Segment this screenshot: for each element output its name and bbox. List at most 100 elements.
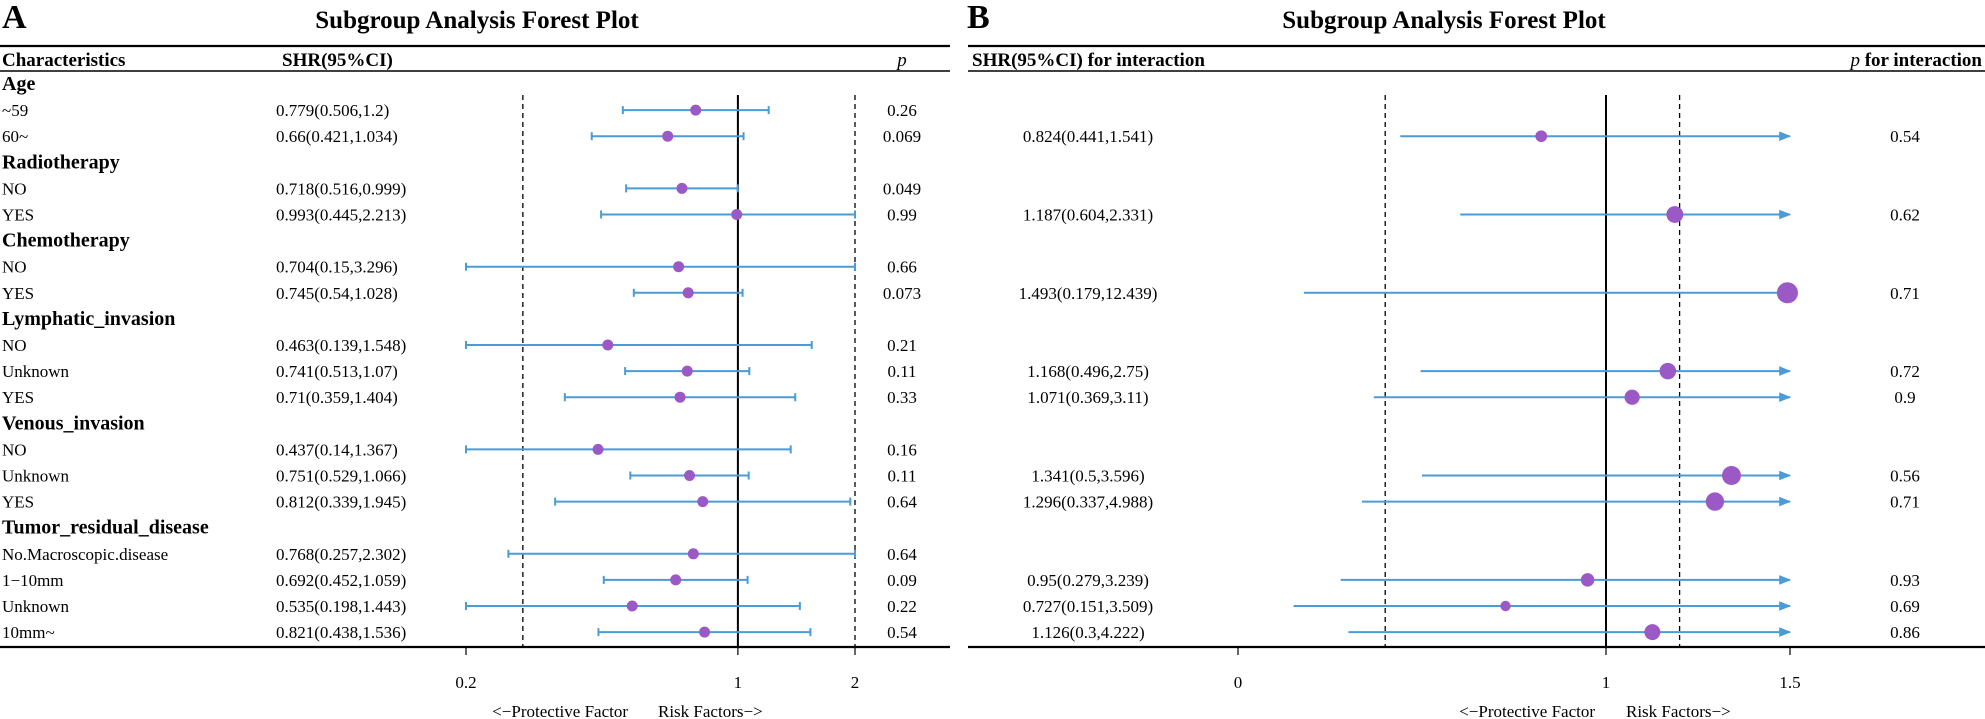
panel-b-col-estimate: SHR(95%CI) for interaction [972, 50, 1205, 71]
a-point-estimate [673, 261, 685, 273]
a-row-label: YES [2, 493, 34, 512]
a-group-header: Lymphatic_invasion [2, 308, 175, 330]
panel-a-col-estimate: SHR(95%CI) [282, 50, 393, 71]
b-point-estimate [1500, 600, 1511, 612]
a-estimate-text: 0.66(0.421,1.034) [276, 127, 398, 146]
a-p-value: 0.33 [887, 388, 917, 407]
a-estimate-text: 0.718(0.516,0.999) [276, 179, 406, 198]
b-point-estimate [1644, 624, 1661, 641]
a-estimate-text: 0.745(0.54,1.028) [276, 284, 398, 303]
a-row-label: 10mm~ [2, 623, 55, 642]
panel-a-title: Subgroup Analysis Forest Plot [315, 7, 639, 34]
a-point-estimate [697, 496, 709, 508]
a-p-value: 0.073 [883, 284, 921, 303]
b-p-value: 0.72 [1890, 362, 1920, 381]
a-point-estimate [592, 443, 604, 455]
panel-b-letter: B [967, 0, 990, 36]
a-p-value: 0.66 [887, 258, 917, 277]
a-x-tick-label: 0.2 [455, 673, 476, 692]
b-estimate-text: 0.824(0.441,1.541) [1023, 127, 1153, 146]
panel-a-col-characteristics: Characteristics [2, 50, 125, 71]
a-estimate-text: 0.535(0.198,1.443) [276, 597, 406, 616]
a-estimate-text: 0.463(0.139,1.548) [276, 336, 406, 355]
a-row-label: NO [2, 336, 27, 355]
b-point-estimate [1776, 282, 1798, 304]
a-row-label: Unknown [2, 597, 70, 616]
a-estimate-text: 0.71(0.359,1.404) [276, 388, 398, 407]
a-x-tick-label: 2 [851, 673, 860, 692]
b-point-estimate [1722, 466, 1741, 485]
a-p-value: 0.99 [887, 206, 917, 225]
a-group-header: Radiotherapy [2, 151, 120, 173]
a-p-value: 0.11 [887, 362, 916, 381]
a-p-value: 0.16 [887, 440, 917, 459]
b-estimate-text: 1.296(0.337,4.988) [1023, 493, 1153, 512]
a-p-value: 0.09 [887, 571, 917, 590]
b-p-value: 0.93 [1890, 571, 1920, 590]
panel-b-title: Subgroup Analysis Forest Plot [1282, 7, 1606, 34]
panel-b-marks: 0 1 1.5 0.824(0.441,1.541) 0.54 1.187(0.604,2… [1019, 95, 1920, 692]
a-p-value: 0.22 [887, 597, 917, 616]
b-point-estimate [1624, 389, 1640, 405]
b-estimate-text: 1.071(0.369,3.11) [1027, 388, 1148, 407]
b-estimate-text: 1.187(0.604,2.331) [1023, 206, 1153, 225]
a-p-value: 0.64 [887, 493, 917, 512]
a-row-label: ~59 [2, 101, 28, 120]
b-p-value: 0.9 [1894, 388, 1915, 407]
a-row-label: 1−10mm [2, 571, 64, 590]
a-estimate-text: 0.751(0.529,1.066) [276, 467, 406, 486]
a-estimate-text: 0.993(0.445,2.213) [276, 206, 406, 225]
b-point-estimate [1705, 492, 1725, 511]
a-row-label: NO [2, 179, 27, 198]
panel-b: B Subgroup Analysis Forest Plot SHR(95%C… [967, 0, 1985, 719]
a-point-estimate [682, 287, 694, 299]
b-p-value: 0.69 [1890, 597, 1920, 616]
panel-a-axis-right-label: Risk Factors−> [658, 702, 763, 719]
a-estimate-text: 0.704(0.15,3.296) [276, 258, 398, 277]
a-point-estimate [670, 574, 682, 586]
a-group-header: Venous_invasion [2, 412, 145, 434]
b-estimate-text: 1.493(0.179,12.439) [1019, 284, 1158, 303]
b-x-tick-label: 0 [1234, 673, 1243, 692]
a-point-estimate [676, 182, 688, 194]
a-point-estimate [602, 339, 614, 351]
a-p-value: 0.21 [887, 336, 917, 355]
b-p-value: 0.56 [1890, 467, 1920, 486]
b-estimate-text: 1.126(0.3,4.222) [1031, 623, 1144, 642]
a-estimate-text: 0.437(0.14,1.367) [276, 440, 398, 459]
b-estimate-text: 0.95(0.279,3.239) [1027, 571, 1149, 590]
a-point-estimate [687, 548, 699, 560]
b-point-estimate [1580, 573, 1595, 587]
a-point-estimate [731, 209, 743, 220]
b-estimate-text: 1.341(0.5,3.596) [1031, 467, 1144, 486]
b-estimate-text: 0.727(0.151,3.509) [1023, 597, 1153, 616]
b-x-tick-label: 1.5 [1779, 673, 1800, 692]
a-row-label: NO [2, 258, 27, 277]
b-p-value: 0.62 [1890, 206, 1920, 225]
a-row-label: 60~ [2, 127, 28, 146]
a-group-header: Chemotherapy [2, 230, 130, 252]
a-p-value: 0.049 [883, 179, 921, 198]
a-estimate-text: 0.821(0.438,1.536) [276, 623, 406, 642]
b-estimate-text: 1.168(0.496,2.75) [1027, 362, 1149, 381]
a-row-label: Unknown [2, 362, 70, 381]
a-point-estimate [684, 470, 696, 481]
panel-a-letter: A [2, 0, 27, 36]
a-point-estimate [662, 130, 674, 142]
a-p-value: 0.069 [883, 127, 921, 146]
b-point-estimate [1666, 206, 1684, 223]
b-x-tick-label: 1 [1602, 673, 1611, 692]
a-point-estimate [626, 600, 638, 612]
panel-a-col-p: p [895, 50, 907, 71]
b-point-estimate [1535, 130, 1548, 143]
a-p-value: 0.11 [887, 467, 916, 486]
a-row-label: YES [2, 284, 34, 303]
a-estimate-text: 0.741(0.513,1.07) [276, 362, 398, 381]
panel-b-axis-left-label: <−Protective Factor [1459, 702, 1595, 719]
a-group-header: Tumor_residual_disease [2, 517, 209, 539]
a-group-header: Age [2, 73, 35, 95]
a-point-estimate [690, 104, 702, 116]
a-estimate-text: 0.812(0.339,1.945) [276, 493, 406, 512]
